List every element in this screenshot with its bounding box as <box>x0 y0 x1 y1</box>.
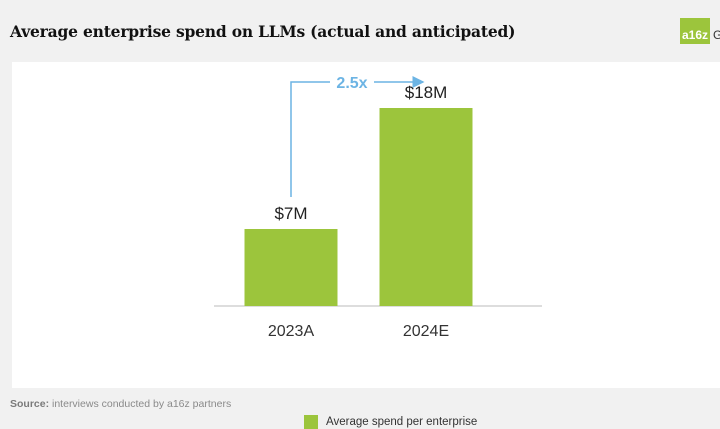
source-label: Source: <box>10 398 50 410</box>
bar-chart: $7M 2023A $18M 2024E 2.5x <box>214 72 542 340</box>
bar-2024E <box>379 108 473 306</box>
bar-2023A <box>244 229 338 306</box>
logo-mark: a16z <box>680 18 710 44</box>
chart-title: Average enterprise spend on LLMs (actual… <box>10 22 516 41</box>
legend-label: Average spend per enterprise <box>326 416 478 428</box>
growth-label-bg <box>330 72 374 92</box>
chart-card: $7M 2023A $18M 2024E 2.5x Average spend per … <box>12 62 720 429</box>
legend-swatch <box>304 415 318 429</box>
tick-label-2024E: 2024E <box>403 323 449 340</box>
growth-arrow <box>290 76 425 197</box>
a16z-logo: a16z Gr <box>680 18 720 44</box>
source-text: interviews conducted by a16z partners <box>49 398 232 410</box>
tick-label-2023A: 2023A <box>268 323 315 340</box>
chart-legend: Average spend per enterprise <box>304 415 477 429</box>
growth-multiplier-label: 2.5x <box>336 75 367 92</box>
source-note: Source: interviews conducted by a16z par… <box>10 398 231 410</box>
logo-text: Gr <box>713 28 720 42</box>
value-label-2023A: $7M <box>274 204 307 223</box>
value-label-2024E: $18M <box>405 83 448 102</box>
